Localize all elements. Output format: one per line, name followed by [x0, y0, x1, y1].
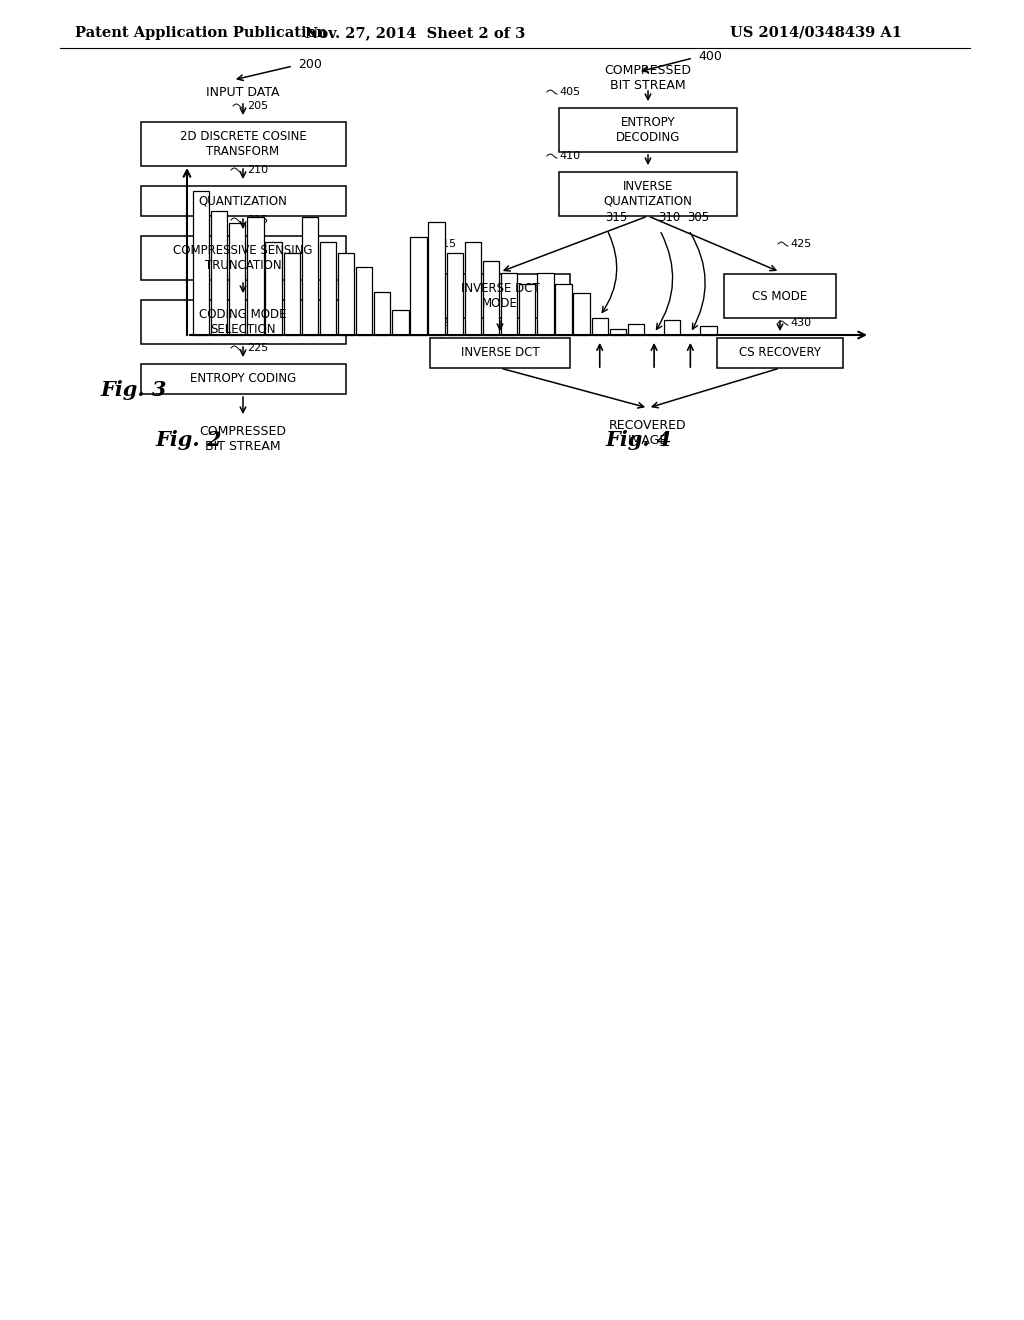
Text: 430: 430: [790, 318, 811, 327]
FancyBboxPatch shape: [609, 329, 626, 335]
Text: 220: 220: [247, 279, 268, 289]
FancyBboxPatch shape: [140, 121, 345, 166]
FancyBboxPatch shape: [211, 211, 227, 335]
FancyBboxPatch shape: [446, 253, 463, 335]
FancyBboxPatch shape: [302, 218, 317, 335]
FancyBboxPatch shape: [430, 275, 570, 318]
Text: ENTROPY CODING: ENTROPY CODING: [189, 372, 296, 385]
Text: Fig. 2: Fig. 2: [155, 430, 221, 450]
FancyBboxPatch shape: [374, 292, 390, 335]
FancyBboxPatch shape: [140, 300, 345, 345]
FancyBboxPatch shape: [559, 172, 737, 216]
FancyBboxPatch shape: [229, 223, 246, 335]
Text: COMPRESSED
BIT STREAM: COMPRESSED BIT STREAM: [604, 63, 691, 92]
Text: 310: 310: [657, 211, 680, 224]
FancyBboxPatch shape: [501, 273, 517, 335]
FancyBboxPatch shape: [628, 325, 644, 335]
Text: RECOVERED
IMAGE: RECOVERED IMAGE: [609, 418, 687, 447]
FancyBboxPatch shape: [284, 253, 300, 335]
Text: 2D DISCRETE COSINE
TRANSFORM: 2D DISCRETE COSINE TRANSFORM: [179, 129, 306, 158]
FancyBboxPatch shape: [140, 236, 345, 280]
Text: COMPRESSED
BIT STREAM: COMPRESSED BIT STREAM: [200, 425, 287, 453]
Text: QUANTIZATION: QUANTIZATION: [199, 194, 288, 207]
FancyBboxPatch shape: [538, 273, 554, 335]
FancyBboxPatch shape: [428, 222, 444, 335]
Text: COMPRESSIVE SENSING
TRUNCATION: COMPRESSIVE SENSING TRUNCATION: [173, 244, 312, 272]
Text: 415: 415: [435, 239, 456, 249]
Text: INPUT DATA: INPUT DATA: [206, 86, 280, 99]
FancyBboxPatch shape: [664, 319, 680, 335]
Text: 425: 425: [790, 239, 811, 249]
Text: CODING MODE
SELECTION: CODING MODE SELECTION: [200, 308, 287, 337]
FancyBboxPatch shape: [356, 267, 373, 335]
Text: 405: 405: [559, 87, 581, 96]
FancyBboxPatch shape: [555, 284, 571, 335]
Text: 315: 315: [605, 211, 628, 224]
Text: ENTROPY
DECODING: ENTROPY DECODING: [615, 116, 680, 144]
Text: Patent Application Publication: Patent Application Publication: [75, 26, 327, 40]
Text: 420: 420: [435, 318, 457, 327]
FancyBboxPatch shape: [392, 310, 409, 335]
Text: 410: 410: [559, 150, 581, 161]
FancyBboxPatch shape: [724, 275, 836, 318]
FancyBboxPatch shape: [338, 253, 354, 335]
FancyBboxPatch shape: [265, 242, 282, 335]
FancyBboxPatch shape: [319, 242, 336, 335]
FancyBboxPatch shape: [519, 284, 536, 335]
FancyBboxPatch shape: [430, 338, 570, 368]
FancyBboxPatch shape: [717, 338, 843, 368]
Text: Nov. 27, 2014  Sheet 2 of 3: Nov. 27, 2014 Sheet 2 of 3: [305, 26, 525, 40]
FancyBboxPatch shape: [700, 326, 717, 335]
FancyBboxPatch shape: [140, 364, 345, 393]
FancyBboxPatch shape: [411, 238, 427, 335]
Text: 205: 205: [247, 102, 268, 111]
Text: US 2014/0348439 A1: US 2014/0348439 A1: [730, 26, 902, 40]
FancyBboxPatch shape: [193, 191, 209, 335]
Text: Fig. 4: Fig. 4: [605, 430, 672, 450]
Text: INVERSE DCT
MODE: INVERSE DCT MODE: [461, 282, 540, 310]
Text: CS MODE: CS MODE: [753, 289, 808, 302]
Text: 215: 215: [247, 215, 268, 224]
FancyBboxPatch shape: [592, 318, 608, 335]
Text: INVERSE DCT: INVERSE DCT: [461, 346, 540, 359]
FancyBboxPatch shape: [483, 260, 499, 335]
Text: CS RECOVERY: CS RECOVERY: [739, 346, 821, 359]
FancyBboxPatch shape: [247, 218, 263, 335]
Text: INVERSE
QUANTIZATION: INVERSE QUANTIZATION: [603, 180, 692, 209]
Text: 210: 210: [247, 165, 268, 176]
FancyBboxPatch shape: [465, 242, 481, 335]
FancyBboxPatch shape: [140, 186, 345, 216]
Text: 200: 200: [298, 58, 322, 70]
Text: 400: 400: [698, 49, 722, 62]
Text: Fig. 3: Fig. 3: [100, 380, 166, 400]
FancyBboxPatch shape: [573, 293, 590, 335]
Text: 305: 305: [687, 211, 709, 224]
FancyBboxPatch shape: [559, 108, 737, 152]
Text: 225: 225: [247, 343, 268, 352]
